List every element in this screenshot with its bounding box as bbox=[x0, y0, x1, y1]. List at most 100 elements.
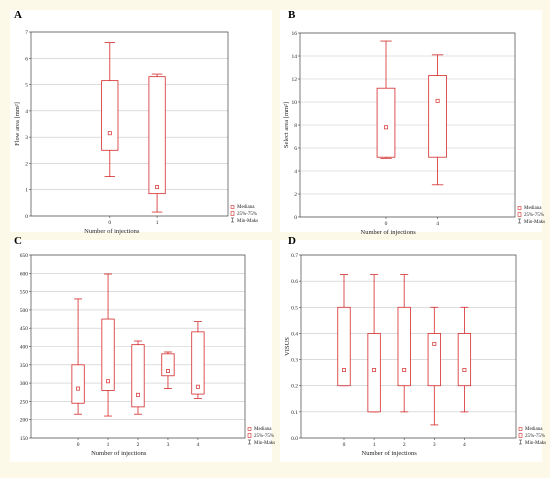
panel-C-legend-iqr-marker bbox=[247, 433, 252, 438]
panel-C-ytick-label: 450 bbox=[20, 326, 29, 332]
panel-A-xtick-label-0: 0 bbox=[108, 220, 111, 226]
panel-B-ytick-label: 2 bbox=[294, 192, 297, 198]
panel-A-ytick-label: 2 bbox=[25, 161, 28, 167]
panel-D-ytick-label: 0.2 bbox=[291, 384, 298, 390]
panel-D-xtick-label-3: 3 bbox=[433, 442, 436, 448]
panel-B-ytick-label: 14 bbox=[292, 54, 298, 60]
panel-B-background bbox=[280, 10, 542, 232]
panel-C-legend-median-label: Mediana bbox=[254, 427, 272, 432]
panel-A-xtick-label-1: 1 bbox=[156, 220, 159, 226]
panel-A-legend-median-label: Mediana bbox=[237, 205, 255, 210]
panel-A-ytick-label: 4 bbox=[25, 109, 28, 115]
panel-D-xlabel: Number of injections bbox=[362, 450, 418, 457]
panel-C-ytick-label: 150 bbox=[20, 436, 29, 442]
panel-C-xtick-label-2: 2 bbox=[137, 442, 140, 448]
panel-C-xlabel: Number of injections bbox=[91, 450, 147, 457]
panel-A-box-0 bbox=[101, 80, 119, 151]
panel-B-median-0 bbox=[384, 125, 388, 130]
panel-A-xlabel: Number of injections bbox=[84, 228, 140, 235]
panel-B-ytick-label: 16 bbox=[292, 31, 298, 37]
panel-C-xtick-label-4: 4 bbox=[197, 442, 200, 448]
panel-A-median-0 bbox=[107, 131, 112, 136]
panel-D-ytick-label: 0.4 bbox=[291, 331, 298, 337]
panel-D-ytick-label: 0.5 bbox=[291, 305, 298, 311]
panel-D-ytick-label: 0.6 bbox=[291, 279, 298, 285]
panel-A-median-1 bbox=[155, 185, 160, 190]
panel-C-box-0 bbox=[71, 364, 85, 404]
panel-B-ytick-label: 6 bbox=[294, 146, 297, 152]
panel-A-box-1 bbox=[148, 76, 166, 195]
panel-D-xtick-label-1: 1 bbox=[373, 442, 376, 448]
panel-B-ytick-label: 10 bbox=[292, 100, 298, 106]
panel-D-median-1 bbox=[372, 368, 377, 372]
panel-D-label: D bbox=[288, 235, 296, 247]
panel-C-box-1 bbox=[101, 318, 115, 391]
panel-D-legend-iqr-label: 25%-75% bbox=[525, 434, 545, 439]
panel-B-box-4 bbox=[428, 75, 447, 158]
panel-B-median-4 bbox=[435, 98, 440, 103]
panel-B-label: B bbox=[288, 9, 296, 21]
panel-C-legend-range-label: Min-Maks bbox=[254, 441, 275, 446]
panel-A-label: A bbox=[14, 9, 22, 21]
panel-A-legend-median-marker bbox=[230, 205, 235, 209]
panel-A-ytick-label: 0 bbox=[25, 214, 28, 220]
panel-A-legend-range-label: Min-Maks bbox=[237, 219, 258, 224]
panel-B-xlabel: Number of injections bbox=[361, 229, 417, 236]
panel-D-legend-range-label: Min-Maks bbox=[525, 441, 546, 446]
panel-C-ytick-label: 350 bbox=[20, 363, 29, 369]
panel-D-box-3 bbox=[427, 333, 441, 387]
panel-D-median-0 bbox=[342, 368, 346, 372]
panel-A-ytick-label: 6 bbox=[25, 56, 28, 62]
panel-C-ytick-label: 250 bbox=[20, 399, 29, 405]
panel-C-ytick-label: 550 bbox=[20, 290, 29, 296]
panel-D-xtick-label-2: 2 bbox=[403, 442, 406, 448]
panel-A-ytick-label: 7 bbox=[25, 30, 28, 36]
panel-D-median-4 bbox=[462, 368, 467, 372]
panel-B-legend-median-marker bbox=[517, 206, 522, 210]
panel-A-ylabel: Flow area [mm²] bbox=[14, 102, 21, 146]
panel-B-ytick-label: 8 bbox=[294, 123, 297, 129]
panel-D-ytick-label: 0.0 bbox=[291, 436, 298, 442]
panel-A-legend-iqr-marker bbox=[230, 211, 235, 216]
panel-D-ytick-label: 0.1 bbox=[291, 410, 298, 416]
panel-D-ytick-label: 0.7 bbox=[291, 253, 298, 259]
panel-D-median-3 bbox=[432, 341, 437, 346]
panel-C-ytick-label: 600 bbox=[20, 271, 29, 277]
panel-C-xtick-label-0: 0 bbox=[77, 442, 80, 448]
panel-C-median-4 bbox=[195, 384, 200, 389]
panel-B-box-0 bbox=[376, 87, 396, 158]
panel-A-plot-frame bbox=[30, 31, 229, 217]
panel-B-ytick-label: 12 bbox=[292, 77, 298, 83]
panel-B-xtick-label-4: 4 bbox=[436, 221, 439, 227]
panel-B-ytick-label: 4 bbox=[294, 169, 297, 175]
panel-C-median-2 bbox=[136, 392, 140, 397]
panel-B-legend-iqr-marker bbox=[517, 212, 522, 217]
panel-C-ytick-label: 650 bbox=[20, 253, 29, 259]
panel-C-ytick-label: 400 bbox=[20, 345, 29, 351]
panel-D-ytick-label: 0.3 bbox=[291, 358, 298, 364]
panel-C-legend-iqr-label: 25%-75% bbox=[254, 434, 274, 439]
panel-B-xtick-label-0: 0 bbox=[385, 221, 388, 227]
panel-C-ytick-label: 300 bbox=[20, 381, 29, 387]
panel-D-box-4 bbox=[457, 333, 472, 387]
panel-C-ytick-label: 200 bbox=[20, 418, 29, 424]
panel-C-box-4 bbox=[191, 331, 205, 395]
panel-D-xtick-label-0: 0 bbox=[343, 442, 346, 448]
panel-B-legend-iqr-label: 25%-75% bbox=[524, 213, 544, 218]
panel-D-box-0 bbox=[337, 306, 351, 387]
panel-C-median-1 bbox=[106, 379, 110, 384]
panel-A-ytick-label: 1 bbox=[25, 188, 28, 194]
panel-D-ylabel: VISUS bbox=[284, 337, 291, 356]
panel-A-legend-iqr-label: 25%-75% bbox=[237, 212, 257, 217]
panel-B-ytick-label: 0 bbox=[294, 215, 297, 221]
panel-D-legend-median-marker bbox=[518, 427, 523, 431]
panel-D-xtick-label-4: 4 bbox=[463, 442, 466, 448]
panel-A-background bbox=[10, 10, 272, 232]
panel-B-ylabel: Select area [mm²] bbox=[283, 102, 290, 148]
panel-C-box-3 bbox=[161, 353, 175, 377]
panel-C-median-0 bbox=[76, 386, 81, 391]
panel-B-legend-range-label: Min-Maks bbox=[524, 220, 545, 225]
panel-A-ytick-label: 3 bbox=[25, 135, 28, 141]
panel-D-background bbox=[280, 240, 542, 462]
